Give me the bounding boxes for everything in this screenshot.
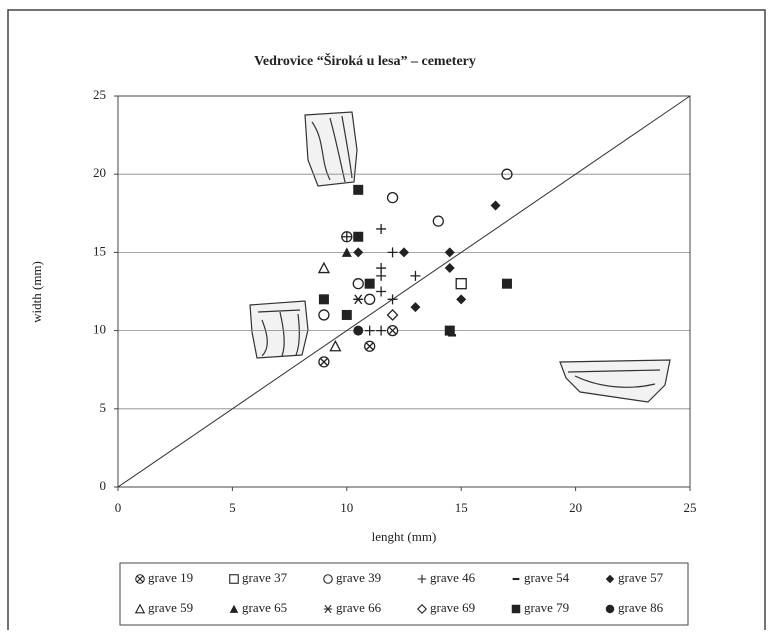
x-tick-label: 10 [340, 500, 353, 515]
x-tick-label: 0 [115, 500, 122, 515]
legend-label: grave 65 [242, 600, 287, 615]
point [319, 294, 329, 304]
y-tick-label: 15 [93, 243, 106, 258]
legend-marker [230, 575, 239, 584]
point [445, 326, 455, 336]
point [456, 279, 466, 289]
point [365, 279, 375, 289]
point [353, 326, 363, 336]
legend-label: grave 57 [618, 570, 664, 585]
point [353, 232, 363, 242]
y-axis-label: width (mm) [29, 261, 44, 323]
marker-part [319, 294, 329, 304]
x-tick-label: 5 [229, 500, 236, 515]
x-tick-label: 15 [455, 500, 468, 515]
legend-label: grave 66 [336, 600, 382, 615]
marker-part [606, 605, 615, 614]
chart: Vedrovice “Široká u lesa” – cemetery len… [0, 0, 773, 630]
y-tick-label: 20 [93, 165, 106, 180]
legend-marker [606, 605, 615, 614]
marker-part [342, 310, 352, 320]
point [365, 341, 375, 351]
point [388, 326, 398, 336]
marker-part [230, 575, 239, 584]
x-axis-label: lenght (mm) [372, 529, 437, 544]
legend-label: grave 69 [430, 600, 475, 615]
marker-part [365, 279, 375, 289]
legend-marker [136, 575, 145, 584]
point [342, 310, 352, 320]
y-tick-label: 0 [100, 478, 107, 493]
legend-label: grave 37 [242, 570, 288, 585]
chart-title: Vedrovice “Široká u lesa” – cemetery [254, 52, 476, 69]
legend-label: grave 19 [148, 570, 193, 585]
point [502, 279, 512, 289]
point [319, 357, 329, 367]
legend-label: grave 46 [430, 570, 476, 585]
y-tick-label: 10 [93, 322, 106, 337]
y-tick-label: 25 [93, 87, 106, 102]
legend-marker [512, 605, 521, 614]
legend-label: grave 59 [148, 600, 193, 615]
y-tick-label: 5 [100, 400, 107, 415]
legend-label: grave 54 [524, 570, 570, 585]
marker-part [353, 185, 363, 195]
x-tick-label: 25 [684, 500, 697, 515]
marker-part [456, 279, 466, 289]
legend-label: grave 39 [336, 570, 381, 585]
legend-label: grave 86 [618, 600, 664, 615]
marker-part [445, 326, 455, 336]
point [353, 185, 363, 195]
marker-part [353, 326, 363, 336]
marker-part [353, 232, 363, 242]
marker-part [502, 279, 512, 289]
x-tick-label: 20 [569, 500, 582, 515]
legend-label: grave 79 [524, 600, 569, 615]
marker-part [512, 605, 521, 614]
